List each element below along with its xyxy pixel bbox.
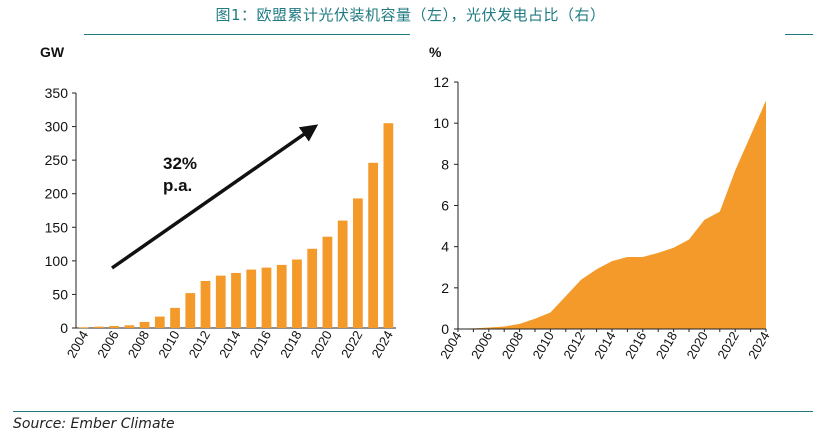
right-unit-label: %	[429, 44, 442, 60]
right-y-tick-label: 12	[433, 74, 449, 90]
bar-2012	[200, 281, 211, 328]
title-rule-right	[785, 34, 813, 35]
bar-2011	[185, 293, 196, 328]
left-x-tick-label: 2018	[277, 328, 304, 361]
bar-2009	[154, 316, 165, 328]
left-unit-label: GW	[40, 44, 65, 60]
right-x-tick-label: 2018	[653, 329, 680, 362]
left-x-tick-label: 2008	[125, 328, 152, 361]
bar-2016	[261, 267, 272, 328]
left-x-tick-label: 2010	[155, 328, 182, 361]
bar-2017	[276, 264, 287, 328]
right-y-tick-label: 8	[441, 156, 449, 172]
left-x-tick-label: 2016	[247, 328, 274, 361]
right-y-tick-label: 4	[441, 239, 449, 255]
growth-arrow	[110, 124, 319, 270]
right-x-tick-label: 2010	[530, 329, 557, 362]
left-x-tick-label: 2020	[308, 328, 335, 361]
bar-2007	[124, 325, 135, 328]
right-x-tick-label: 2012	[560, 329, 587, 362]
right-y-tick-label: 2	[441, 280, 449, 296]
title-rule-left	[84, 34, 410, 35]
right-x-tick-label: 2024	[745, 329, 772, 362]
right-x-tick-label: 2020	[684, 329, 711, 362]
bar-2015	[246, 269, 257, 328]
growth-rate-label: 32%	[163, 154, 197, 173]
left-y-tick-label: 150	[45, 219, 69, 235]
bar-2006	[109, 325, 119, 328]
right-x-tick-label: 2022	[714, 329, 741, 362]
right-y-tick-label: 10	[433, 115, 449, 131]
right-y-tick-label: 6	[441, 198, 449, 214]
bar-2004	[78, 327, 89, 329]
left-x-tick-label: 2006	[94, 328, 121, 361]
left-y-tick-label: 250	[45, 152, 69, 168]
bar-2014	[231, 272, 241, 328]
left-x-tick-label: 2024	[369, 328, 396, 361]
left-x-tick-label: 2014	[216, 328, 243, 361]
left-y-tick-label: 50	[52, 286, 68, 302]
left-y-tick-label: 0	[60, 320, 68, 336]
right-x-tick-label: 2008	[499, 329, 526, 362]
source-rule	[13, 411, 813, 412]
left-y-tick-label: 200	[45, 186, 69, 202]
bar-2022	[353, 198, 363, 328]
bar-2013	[215, 275, 226, 328]
bar-2021	[337, 220, 348, 328]
growth-rate-period: p.a.	[163, 176, 192, 195]
bar-2020	[322, 236, 333, 328]
figure-title: 图1：欧盟累计光伏装机容量（左），光伏发电占比（右）	[215, 6, 606, 24]
source-note: Source: Ember Climate	[13, 416, 175, 432]
bar-2024	[383, 123, 394, 328]
left-y-tick-label: 300	[45, 119, 69, 135]
left-x-tick-label: 2022	[338, 328, 365, 361]
bar-2019	[307, 248, 318, 328]
bar-2018	[292, 259, 302, 328]
bar-2010	[170, 307, 180, 328]
left-y-tick-label: 100	[45, 253, 69, 269]
bar-2005	[93, 326, 104, 328]
solar-share-area	[458, 100, 766, 329]
bar-2023	[368, 162, 379, 328]
right-y-tick-label: 0	[441, 321, 449, 337]
bar-2008	[139, 321, 150, 328]
left-x-tick-label: 2012	[186, 328, 213, 361]
right-x-tick-label: 2016	[622, 329, 649, 362]
right-x-tick-label: 2014	[591, 329, 618, 362]
right-x-tick-label: 2006	[468, 329, 495, 362]
left-y-tick-label: 350	[45, 85, 69, 101]
